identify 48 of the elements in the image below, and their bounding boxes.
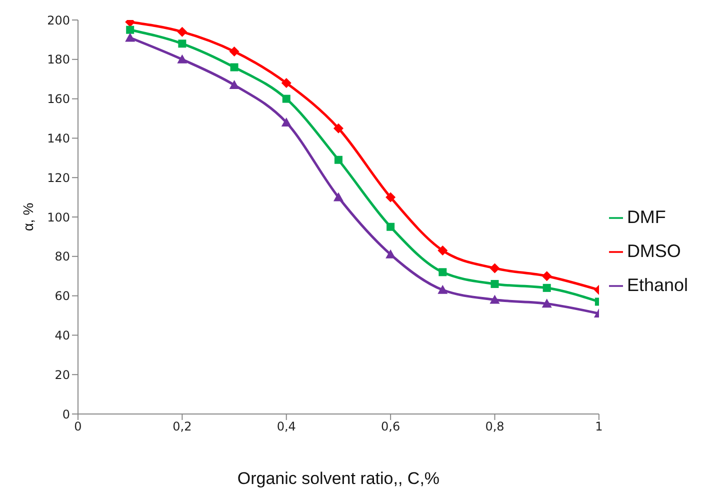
y-tick-label: 160 bbox=[47, 92, 70, 106]
legend-label: DMSO bbox=[626, 241, 681, 261]
point bbox=[281, 78, 292, 88]
point bbox=[438, 268, 447, 276]
x-axis-title: Organic solvent ratio,, C,% bbox=[237, 469, 440, 488]
point bbox=[230, 63, 238, 72]
y-tick-label: 80 bbox=[54, 250, 70, 264]
point bbox=[126, 26, 134, 34]
x-tick-label: 0,6 bbox=[381, 420, 400, 434]
point bbox=[333, 123, 344, 134]
y-tick-label: 20 bbox=[54, 368, 70, 382]
point bbox=[542, 284, 551, 292]
point bbox=[490, 280, 499, 288]
y-axis-title: α, % bbox=[20, 202, 36, 232]
y-tick-label: 200 bbox=[47, 13, 70, 28]
point bbox=[282, 94, 290, 103]
point bbox=[490, 263, 500, 274]
x-tick-label: 0 bbox=[74, 420, 82, 434]
point bbox=[177, 26, 188, 37]
y-tick-label: 180 bbox=[47, 52, 70, 67]
legend-label: DMF bbox=[626, 207, 666, 227]
point bbox=[386, 192, 396, 202]
point bbox=[542, 271, 552, 282]
x-tick-label: 0,4 bbox=[276, 420, 296, 434]
x-tick-label: 0,2 bbox=[172, 420, 192, 434]
point bbox=[542, 298, 552, 308]
point bbox=[229, 80, 240, 90]
point bbox=[125, 32, 136, 42]
point bbox=[334, 156, 342, 164]
y-tick-label: 0 bbox=[62, 407, 70, 422]
point bbox=[438, 245, 448, 256]
point bbox=[438, 284, 448, 294]
y-tick-label: 100 bbox=[47, 210, 70, 224]
y-tick-label: 120 bbox=[47, 170, 70, 185]
y-tick-label: 140 bbox=[47, 131, 70, 146]
point bbox=[490, 294, 500, 304]
point bbox=[386, 222, 395, 231]
legend-label: Ethanol bbox=[626, 275, 688, 295]
point bbox=[281, 117, 292, 126]
y-tick-label: 40 bbox=[54, 328, 70, 342]
x-tick-label: 0,8 bbox=[485, 420, 504, 434]
y-tick-label: 60 bbox=[54, 289, 70, 304]
point bbox=[386, 249, 396, 258]
point bbox=[229, 46, 240, 57]
x-tick-label: 1 bbox=[595, 420, 603, 434]
point bbox=[177, 54, 188, 64]
point bbox=[178, 40, 186, 48]
point bbox=[333, 192, 344, 202]
